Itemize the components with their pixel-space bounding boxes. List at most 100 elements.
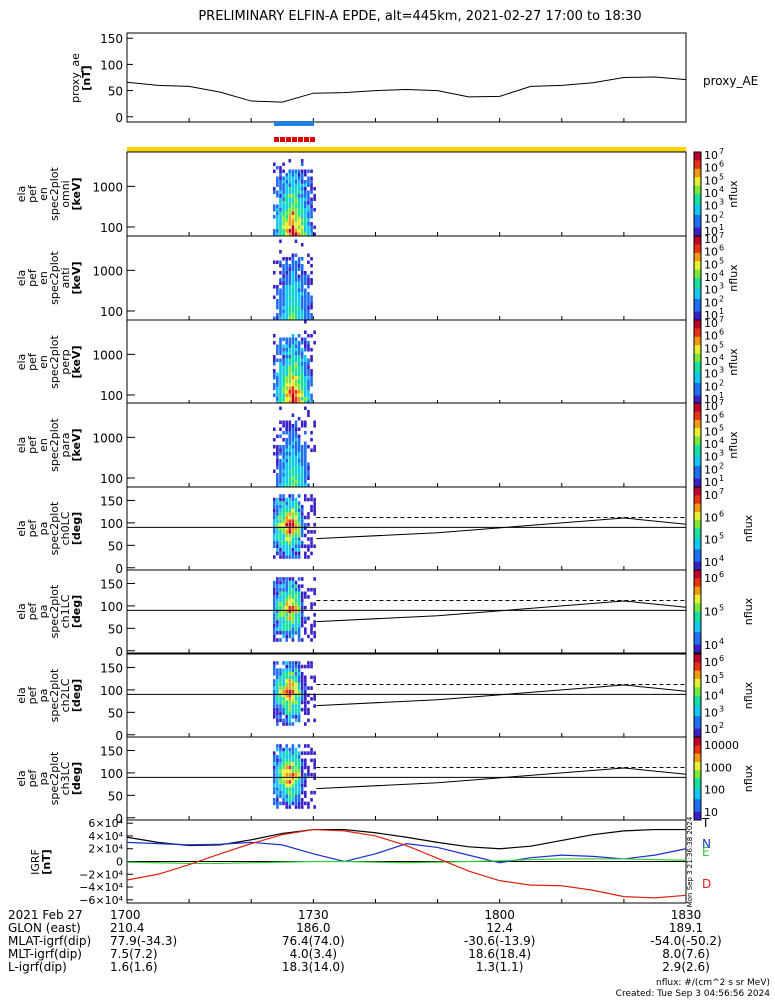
colorbar-segment — [694, 407, 701, 410]
ephemeris-cell: 189.1 — [669, 921, 703, 935]
colorbar-segment — [694, 582, 701, 586]
spectrogram-cell — [285, 537, 288, 541]
spectrogram-cell — [313, 704, 316, 708]
spectrogram-cell — [279, 406, 282, 410]
spectrogram-cell — [313, 718, 316, 723]
spectrogram-cell — [282, 379, 285, 383]
colorbar-segment — [694, 397, 701, 401]
y-tick-label: −4×10⁴ — [79, 881, 123, 894]
spectrogram-cell — [300, 390, 304, 394]
colorbar-segment — [694, 676, 701, 680]
colorbar-segment — [694, 763, 701, 767]
spectrogram-cell — [282, 169, 285, 173]
spectrogram-cell — [288, 501, 292, 505]
spectrogram-cell — [272, 693, 276, 698]
spectrogram-cell — [294, 747, 298, 752]
spectrogram-cell — [288, 466, 292, 470]
colorbar-tick-exponent: 3 — [719, 198, 724, 207]
spectrogram-cell — [276, 616, 279, 621]
igrf-E-line — [126, 858, 687, 865]
spectrogram-cell — [279, 187, 282, 191]
spectrogram-cell — [297, 754, 301, 759]
spectrogram-cell — [288, 473, 292, 477]
ephemeris-cell: 12.4 — [486, 921, 513, 935]
spectrogram-cell — [307, 201, 310, 205]
spectrogram-cell — [288, 348, 292, 352]
spectrogram-cell — [310, 278, 313, 282]
spectrogram-cell — [291, 744, 295, 748]
spectrogram-cell — [276, 631, 279, 635]
colorbar-segment — [694, 559, 701, 563]
spectrogram-cell — [304, 316, 307, 320]
spectrogram-cell — [294, 379, 298, 383]
y-axis-label: pa — [37, 689, 50, 703]
spectrogram-cell — [300, 584, 304, 588]
spectrogram-cell — [300, 448, 304, 452]
colorbar-segment — [694, 536, 701, 540]
spectrogram-cell — [294, 383, 298, 387]
spectrogram-cell — [294, 229, 298, 233]
colorbar-segment — [694, 334, 701, 338]
spectrogram-cell — [279, 537, 282, 541]
spectrogram-cell — [288, 383, 292, 387]
spectrogram-cell — [282, 595, 285, 599]
colorbar-tick-exponent: 6 — [719, 654, 724, 663]
colorbar-segment — [694, 478, 701, 482]
spectrogram-cell — [291, 515, 295, 520]
spectrogram-cell — [297, 176, 301, 180]
spectrogram-cell — [272, 533, 276, 538]
spectrogram-cell — [291, 369, 295, 373]
colorbar-segment — [694, 419, 701, 423]
spectrogram-cell — [310, 751, 313, 755]
y-tick-label: 4×10⁴ — [88, 830, 123, 843]
spectrogram-cell — [294, 173, 298, 177]
spectrogram-cell — [288, 668, 292, 672]
spectrogram-cell — [288, 616, 292, 621]
spectrogram-cell — [282, 466, 285, 470]
colorbar-segment — [694, 166, 701, 170]
spectrogram-cell — [300, 218, 304, 222]
spectrogram-cell — [282, 584, 285, 588]
spectrogram-cell — [285, 609, 288, 614]
spectrogram-cell — [300, 540, 304, 545]
spectrogram-cell — [285, 689, 288, 694]
colorbar-segment — [694, 194, 701, 197]
spectrogram-cell — [297, 369, 301, 373]
spectrogram-cell — [297, 544, 301, 549]
spectrogram-cell — [297, 190, 301, 194]
spectrogram-cell — [291, 555, 295, 559]
spectrogram-cell — [291, 747, 295, 752]
spectrogram-cell — [291, 519, 295, 523]
spectrogram-cell — [300, 232, 304, 236]
colorbar-segment — [694, 499, 701, 503]
y-tick-label: 100 — [100, 600, 123, 614]
spectrogram-cell — [304, 616, 307, 621]
spectrogram-cell — [313, 577, 316, 581]
spectrogram-cell — [294, 480, 298, 484]
spectrogram-cell — [285, 772, 288, 777]
spectrogram-cell — [313, 772, 316, 777]
spectrogram-cell — [276, 627, 279, 632]
colorbar-segment — [694, 265, 701, 268]
colorbar-segment — [694, 278, 701, 281]
igrf-N-line — [126, 841, 687, 864]
spectrogram-cell — [282, 686, 285, 690]
ephemeris-cell: 18.3(14.0) — [282, 960, 345, 974]
spectrogram-cell — [279, 540, 282, 545]
colorbar-segment — [694, 328, 701, 331]
y-tick-label: 50 — [108, 789, 123, 803]
colorbar-segment — [694, 730, 701, 734]
spectrogram-cell — [285, 515, 288, 520]
spectrogram-cell — [282, 313, 285, 317]
spectrogram-cell — [276, 183, 279, 187]
spectrogram-cell — [307, 232, 310, 236]
spectrogram-cell — [272, 316, 276, 320]
colorbar-segment — [694, 357, 701, 361]
spectrogram-cell — [304, 348, 307, 352]
spectrogram-cell — [282, 365, 285, 369]
spectrogram-cell — [291, 512, 295, 516]
spectrogram-cell — [304, 707, 307, 712]
spectrogram-cell — [282, 544, 285, 549]
spectrogram-cell — [272, 580, 276, 585]
spectrogram-cell — [279, 772, 282, 777]
